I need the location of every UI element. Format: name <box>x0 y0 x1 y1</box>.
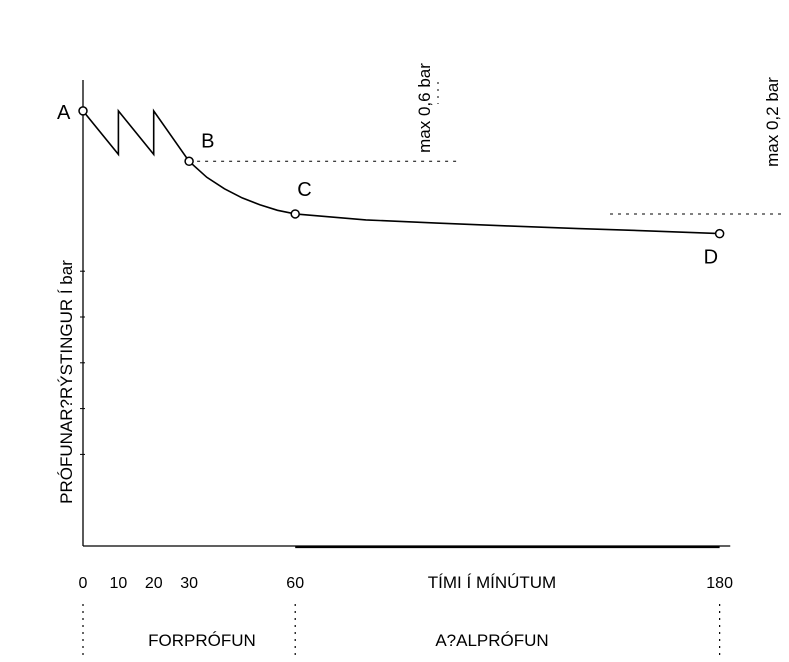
y-axis-label: PRÓFUNAR?RÝSTINGUR Í bar <box>57 260 76 504</box>
point-a <box>78 106 88 116</box>
phase-label-forprofun: FORPRÓFUN <box>148 631 256 650</box>
points-layer: A B C D <box>57 102 725 269</box>
phase-dividers <box>82 604 721 660</box>
point-c <box>290 209 300 219</box>
point-label-c: C <box>297 179 311 201</box>
point-label-d: D <box>704 247 718 269</box>
annotation-max-02: max 0,2 bar <box>763 77 782 167</box>
x-tick-label: 60 <box>286 575 304 592</box>
phase-label-adalprofun: A?ALPRÓFUN <box>435 631 548 650</box>
x-axis-label: TÍMI Í MÍNÚTUM <box>428 573 556 592</box>
x-tick-label: 180 <box>706 575 733 592</box>
x-tick-label: 20 <box>145 575 163 592</box>
annotation-max-06: max 0,6 bar <box>415 63 434 153</box>
reference-lines <box>189 82 784 215</box>
x-tick-label: 30 <box>180 575 198 592</box>
x-tick-label: 0 <box>79 575 88 592</box>
series-layer <box>82 108 720 235</box>
point-label-b: B <box>201 130 214 152</box>
point-d <box>714 228 725 239</box>
x-tick-labels: 0 10 20 30 60 180 <box>79 575 734 592</box>
series-line <box>82 108 720 235</box>
x-tick-label: 10 <box>109 575 127 592</box>
point-b <box>184 156 194 167</box>
point-label-a: A <box>57 102 71 124</box>
axes <box>80 80 731 549</box>
